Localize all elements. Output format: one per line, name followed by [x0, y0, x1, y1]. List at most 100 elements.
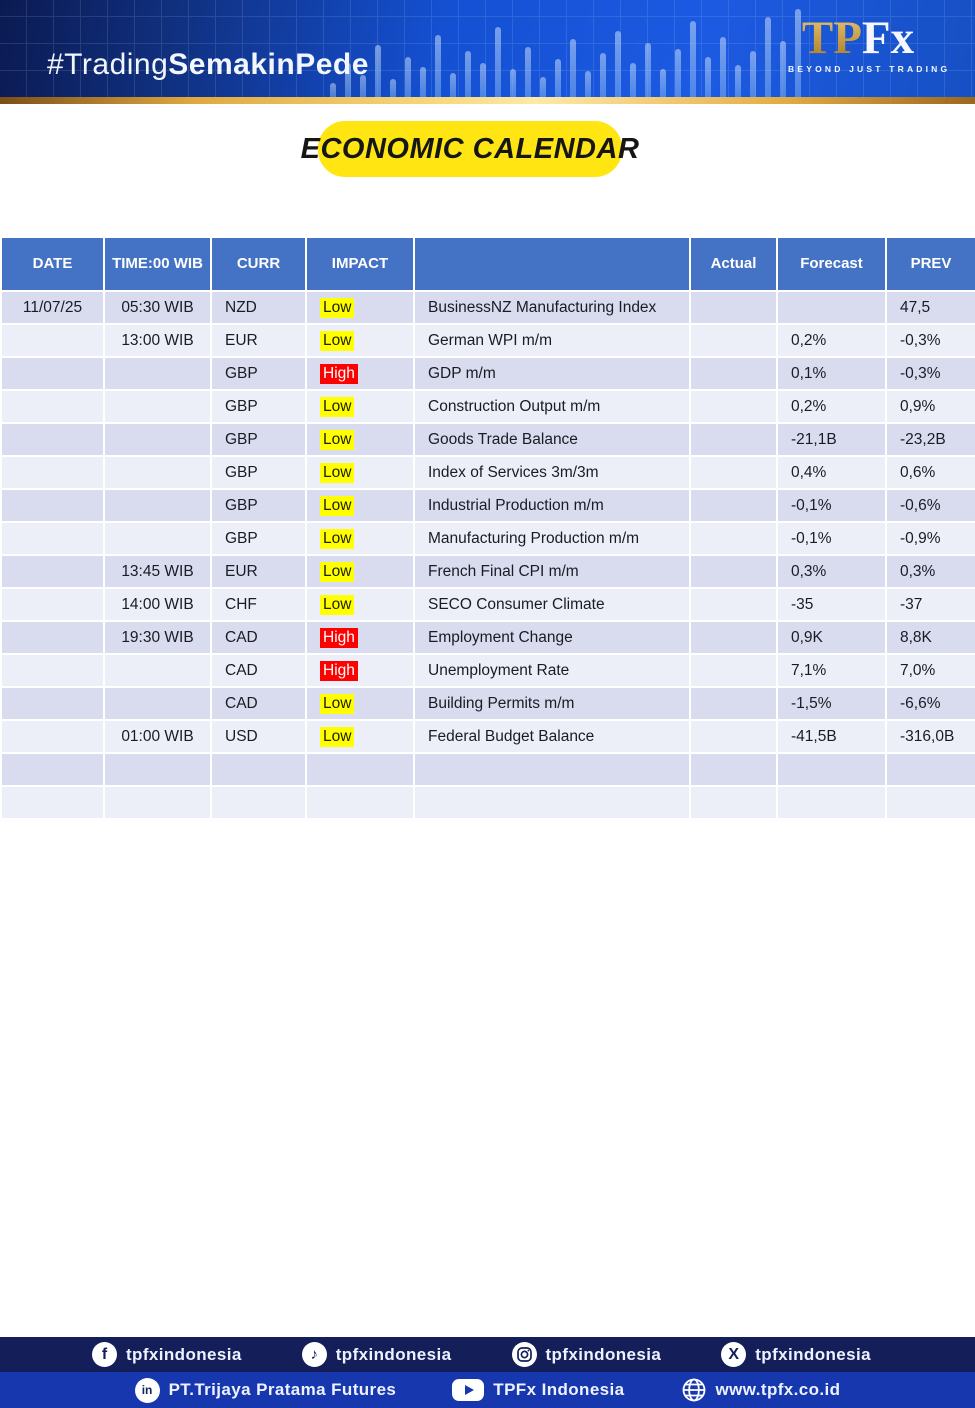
cell-impact: Low: [307, 589, 413, 620]
social-handle-label: PT.Trijaya Pratama Futures: [168, 1380, 397, 1399]
cell-time: [105, 655, 210, 686]
column-header-actual: Actual: [691, 238, 776, 290]
cell-event: Building Permits m/m: [415, 688, 689, 719]
cell-impact: Low: [307, 391, 413, 422]
social-link-instagram[interactable]: tpfxindonesia: [511, 1342, 662, 1367]
cell-impact: Low: [307, 457, 413, 488]
column-header-time-00-wib: TIME:00 WIB: [105, 238, 210, 290]
cell-actual: [691, 358, 776, 389]
cell-impact: High: [307, 358, 413, 389]
cell-impact: Low: [307, 688, 413, 719]
cell-actual: [691, 622, 776, 653]
column-header-forecast: Forecast: [778, 238, 885, 290]
cell-time: 13:45 WIB: [105, 556, 210, 587]
facebook-icon: f: [92, 1342, 117, 1367]
cell-time: 19:30 WIB: [105, 622, 210, 653]
social-handle-label: tpfxindonesia: [755, 1344, 871, 1364]
table-row: GBP Low Goods Trade Balance -21,1B -23,2B: [2, 424, 975, 455]
cell-prev: [887, 754, 975, 785]
footer-link-youtube[interactable]: TPFx Indonesia: [452, 1379, 624, 1401]
cell-curr: CAD: [212, 655, 305, 686]
cell-event: Construction Output m/m: [415, 391, 689, 422]
impact-badge: Low: [320, 429, 355, 450]
cell-curr: GBP: [212, 457, 305, 488]
social-handle-label: TPFx Indonesia: [493, 1380, 625, 1399]
cell-date: [2, 688, 103, 719]
cell-actual: [691, 457, 776, 488]
cell-event: SECO Consumer Climate: [415, 589, 689, 620]
cell-forecast: 0,2%: [778, 325, 885, 356]
cell-event: Manufacturing Production m/m: [415, 523, 689, 554]
cell-prev: -0,9%: [887, 523, 975, 554]
cell-prev: 0,6%: [887, 457, 975, 488]
table-row: 14:00 WIB CHF Low SECO Consumer Climate -35-…: [2, 589, 975, 620]
cell-curr: [212, 754, 305, 785]
cell-actual: [691, 787, 776, 818]
cell-impact: Low: [307, 424, 413, 455]
cell-curr: [212, 787, 305, 818]
cell-date: [2, 556, 103, 587]
cell-prev: -0,6%: [887, 490, 975, 521]
cell-forecast: -1,5%: [778, 688, 885, 719]
social-handle-label: tpfxindonesia: [335, 1344, 452, 1364]
cell-curr: CAD: [212, 688, 305, 719]
cell-prev: -316,0B: [887, 721, 975, 752]
logo-tagline: BEYOND JUST TRADING: [788, 64, 951, 74]
cell-impact: [307, 787, 413, 818]
table-row: CAD High Unemployment Rate 7,1% 7,0%: [2, 655, 975, 686]
social-link-tiktok[interactable]: ♪ tpfxindonesia: [301, 1342, 452, 1367]
table-row: GBP Low Index of Services 3m/3m 0,4% 0,6%: [2, 457, 975, 488]
economic-calendar-table: DATE TIME:00 WIB CURR IMPACT Actual Forecast P…: [0, 236, 975, 820]
cell-impact: Low: [307, 292, 413, 323]
table-row: 01:00 WIB USD Low Federal Budget Balance -41…: [2, 721, 975, 752]
column-header-impact: IMPACT: [307, 238, 413, 290]
cell-event: BusinessNZ Manufacturing Index: [415, 292, 689, 323]
table-row: [2, 754, 975, 785]
cell-impact: Low: [307, 523, 413, 554]
cell-date: 11/07/25: [2, 292, 103, 323]
cell-time: [105, 787, 210, 818]
cell-event: German WPI m/m: [415, 325, 689, 356]
social-handle-label: tpfxindonesia: [545, 1344, 662, 1364]
cell-date: [2, 325, 103, 356]
cell-date: [2, 754, 103, 785]
cell-date: [2, 589, 103, 620]
cell-impact: Low: [307, 721, 413, 752]
cell-actual: [691, 589, 776, 620]
cell-forecast: [778, 754, 885, 785]
cell-impact: Low: [307, 325, 413, 356]
cell-forecast: 0,2%: [778, 391, 885, 422]
tpfx-logo: TPFx BEYOND JUST TRADING: [788, 14, 951, 74]
cell-forecast: 0,4%: [778, 457, 885, 488]
cell-event: French Final CPI m/m: [415, 556, 689, 587]
cell-forecast: -35: [778, 589, 885, 620]
footer-link-linkedin[interactable]: in PT.Trijaya Pratama Futures: [134, 1377, 397, 1403]
top-banner: #TradingSemakinPede TPFx BEYOND JUST TRA…: [0, 0, 975, 97]
cell-impact: High: [307, 622, 413, 653]
footer-company-row: in PT.Trijaya Pratama Futures TPFx Indones…: [0, 1372, 975, 1408]
cell-prev: 0,9%: [887, 391, 975, 422]
cell-prev: 0,3%: [887, 556, 975, 587]
linkedin-icon: in: [134, 1377, 160, 1403]
cell-date: [2, 523, 103, 554]
cell-time: [105, 391, 210, 422]
cell-impact: [307, 754, 413, 785]
cell-date: [2, 787, 103, 818]
footer-link-globe[interactable]: www.tpfx.co.id: [681, 1377, 841, 1403]
impact-badge: Low: [320, 462, 355, 483]
cell-date: [2, 721, 103, 752]
cell-curr: NZD: [212, 292, 305, 323]
column-header-prev: PREV: [887, 238, 975, 290]
cell-impact: High: [307, 655, 413, 686]
impact-badge: Low: [320, 528, 355, 549]
cell-curr: EUR: [212, 556, 305, 587]
social-handle-label: tpfxindonesia: [126, 1344, 242, 1364]
cell-prev: 8,8K: [887, 622, 975, 653]
cell-date: [2, 622, 103, 653]
table-row: 13:00 WIB EUR Low German WPI m/m 0,2% -0,3%: [2, 325, 975, 356]
cell-forecast: [778, 787, 885, 818]
cell-forecast: 0,3%: [778, 556, 885, 587]
social-link-facebook[interactable]: f tpfxindonesia: [92, 1342, 242, 1367]
cell-event: Industrial Production m/m: [415, 490, 689, 521]
